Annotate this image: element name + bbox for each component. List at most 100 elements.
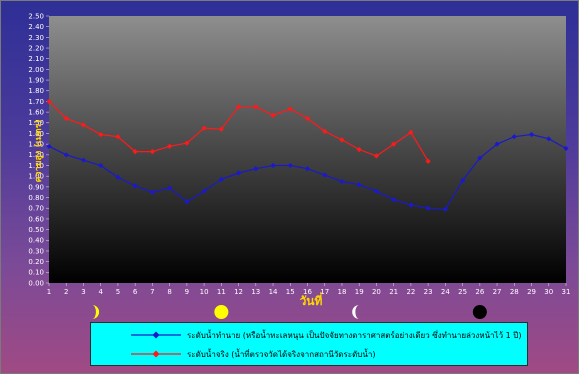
waning-moon-icon (352, 305, 360, 319)
full-moon-icon (214, 305, 229, 319)
y-tick-label: 0.90 (28, 183, 44, 191)
series-point-0 (425, 205, 431, 211)
y-tick-label: 0.70 (28, 205, 44, 213)
y-tick-label: 1.50 (28, 119, 44, 127)
y-tick-label: 1.70 (28, 98, 44, 106)
x-tick-label: 16 (303, 288, 312, 296)
x-tick-label: 19 (355, 288, 364, 296)
series-point-1 (235, 104, 242, 110)
y-tick-label: 0.40 (28, 237, 44, 245)
y-tick-label: 0.80 (28, 194, 44, 202)
series-point-0 (201, 188, 207, 194)
x-tick-label: 26 (475, 288, 484, 296)
x-tick-label: 3 (81, 288, 85, 296)
x-tick-label: 17 (320, 288, 329, 296)
y-tick-label: 2.30 (28, 34, 44, 42)
x-tick-label: 14 (269, 288, 278, 296)
legend-symbol-predicted (131, 331, 181, 339)
series-point-1 (218, 126, 224, 132)
series-point-0 (511, 134, 517, 140)
series-point-1 (184, 140, 190, 146)
series-point-0 (494, 141, 500, 147)
series-point-0 (132, 183, 138, 189)
x-tick-label: 4 (98, 288, 103, 296)
x-tick-label: 11 (217, 288, 226, 296)
x-tick-label: 30 (544, 288, 553, 296)
series-point-1 (408, 129, 414, 136)
series-point-1 (167, 143, 173, 149)
x-tick-label: 22 (406, 288, 415, 296)
x-tick-label: 5 (116, 288, 120, 296)
series-point-1 (63, 115, 69, 122)
series-point-1 (356, 146, 362, 153)
y-tick-label: 0.50 (28, 226, 44, 234)
x-tick-label: 9 (185, 288, 189, 296)
moon-phase-row (92, 305, 487, 319)
x-tick-label: 21 (389, 288, 398, 296)
y-tick-label: 1.40 (28, 130, 44, 138)
series-point-1 (253, 104, 259, 110)
series-point-1 (322, 128, 328, 134)
series-point-1 (80, 122, 87, 128)
x-tick-label: 25 (458, 288, 467, 296)
series-point-1 (373, 153, 380, 159)
x-tick-label: 24 (441, 288, 450, 296)
series-point-0 (149, 189, 155, 195)
series-point-0 (63, 152, 69, 158)
y-tick-label: 0.10 (28, 269, 44, 277)
y-tick-label: 1.30 (28, 141, 44, 149)
legend-entry-predicted: ระดับน้ำทำนาย (หรือน้ำทะเลหนุน เป็นปัจจั… (91, 326, 527, 344)
series-point-0 (80, 157, 87, 163)
legend-entry-actual: ระดับน้ำจริง (น้ำที่ตรวจวัดได้จริงจากสถา… (91, 345, 527, 363)
x-tick-label: 29 (527, 288, 536, 296)
x-tick-label: 12 (234, 288, 243, 296)
legend-label-actual: ระดับน้ำจริง (น้ำที่ตรวจวัดได้จริงจากสถา… (187, 349, 376, 359)
series-point-1 (149, 149, 155, 155)
x-tick-label: 13 (251, 288, 260, 296)
y-tick-label: 1.20 (28, 151, 44, 159)
plot-area (49, 16, 566, 283)
y-tick-label: 1.10 (28, 162, 44, 170)
series-point-0 (287, 162, 293, 169)
legend: ระดับน้ำทำนาย (หรือน้ำทะเลหนุน เป็นปัจจั… (90, 322, 528, 366)
series-point-1 (287, 106, 293, 112)
series-point-0 (339, 178, 345, 185)
y-tick-label: 2.10 (28, 55, 44, 63)
y-tick-label: 0.00 (28, 279, 44, 287)
y-tick-label: 1.90 (28, 76, 44, 84)
series-point-0 (356, 182, 362, 188)
series-point-1 (201, 125, 207, 131)
x-tick-label: 10 (200, 288, 209, 296)
x-tick-label: 1 (47, 288, 51, 296)
series-point-0 (167, 185, 173, 191)
series-point-0 (546, 136, 552, 142)
series-point-0 (442, 206, 448, 212)
series-point-1 (339, 137, 345, 143)
series-point-1 (46, 98, 52, 105)
legend-symbol-actual (131, 350, 181, 358)
y-tick-label: 2.50 (28, 12, 44, 20)
series-point-0 (304, 166, 311, 172)
series-point-1 (304, 115, 311, 122)
x-axis: 1 2 3 4 5 6 7 8 9 10 11 12 13 14 15 16 17 18 19 20 21 22 23 24 2… (47, 283, 571, 296)
y-tick-label: 0.20 (28, 258, 44, 266)
y-tick-label: 1.80 (28, 87, 44, 95)
series-point-0 (115, 174, 121, 180)
series-point-0 (270, 162, 276, 169)
x-tick-label: 31 (562, 288, 571, 296)
series-point-0 (218, 176, 224, 183)
y-tick-label: 1.00 (28, 173, 44, 181)
legend-label-predicted: ระดับน้ำทำนาย (หรือน้ำทะเลหนุน เป็นปัจจั… (187, 330, 522, 340)
series-point-0 (460, 177, 466, 184)
series-point-1 (270, 112, 276, 118)
series-point-1 (132, 149, 138, 155)
series-point-0 (528, 131, 535, 138)
crescent-moon-icon (92, 305, 100, 319)
x-tick-label: 28 (510, 288, 519, 296)
y-tick-label: 2.00 (28, 66, 44, 74)
x-axis-label: วันที่ (300, 292, 323, 308)
x-tick-label: 20 (372, 288, 381, 296)
series-point-1 (115, 134, 121, 140)
